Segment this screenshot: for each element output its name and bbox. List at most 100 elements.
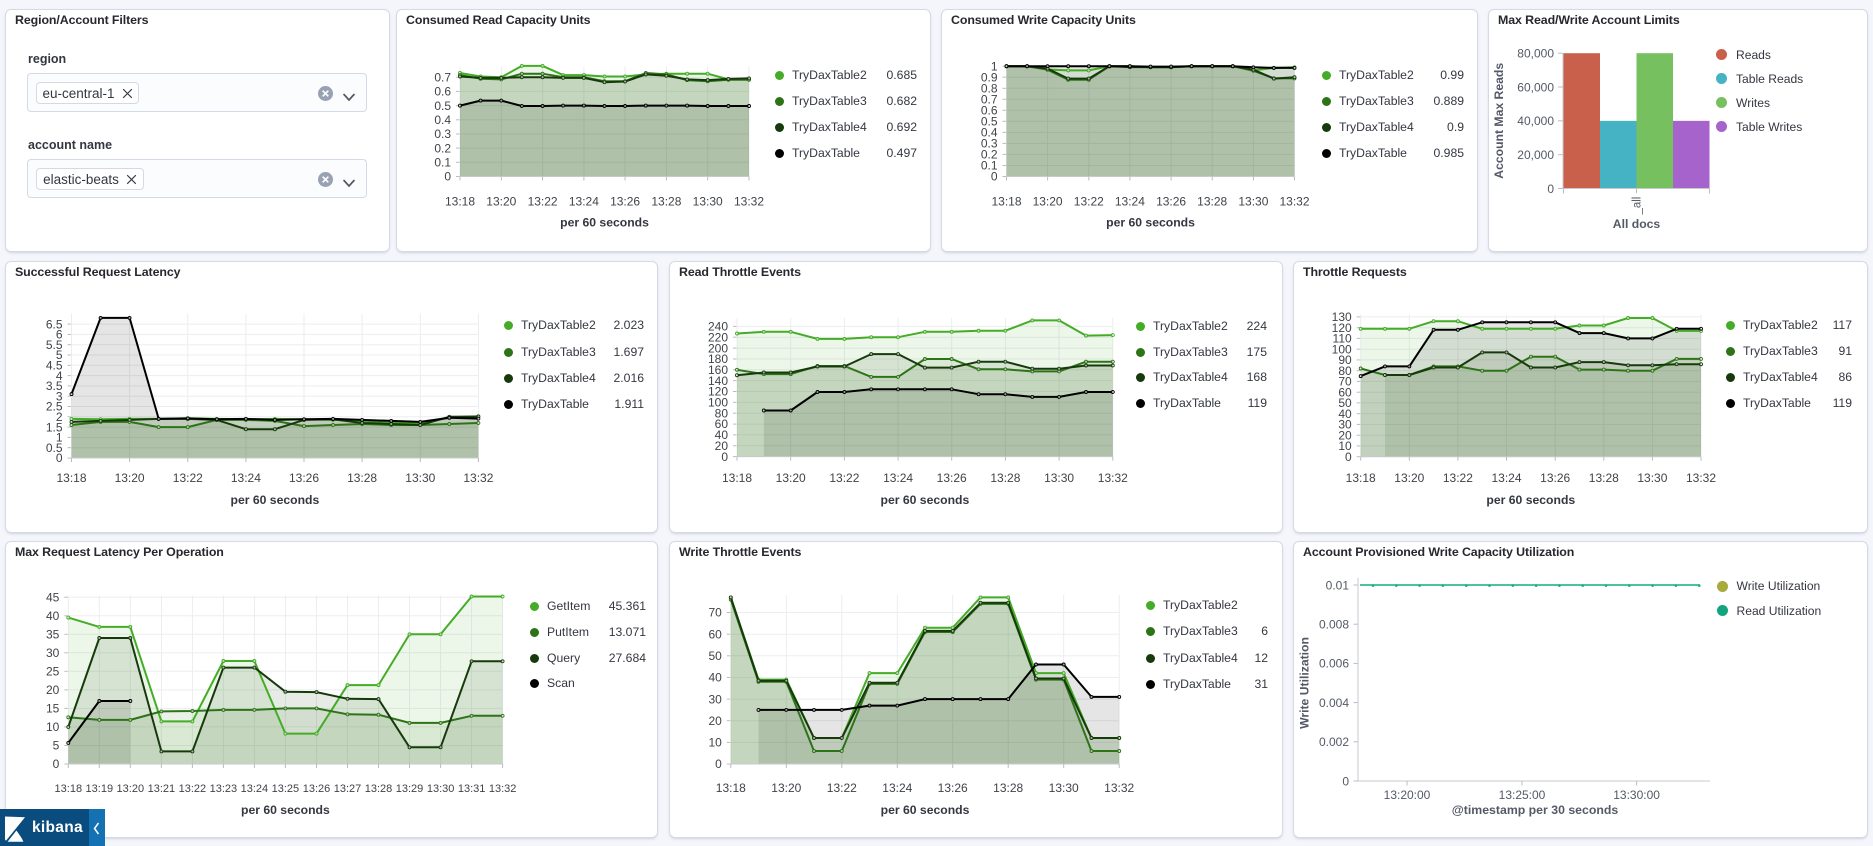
svg-text:40,000: 40,000 (1517, 114, 1554, 128)
svg-text:13:20: 13:20 (117, 783, 145, 795)
svg-text:13:26: 13:26 (937, 471, 967, 485)
svg-text:13:30: 13:30 (693, 195, 723, 209)
svg-text:0.01: 0.01 (1326, 578, 1350, 592)
svg-text:13:32: 13:32 (1279, 195, 1309, 209)
svg-text:0: 0 (991, 170, 998, 184)
svg-text:13:26: 13:26 (610, 195, 640, 209)
svg-text:13:28: 13:28 (651, 195, 681, 209)
svg-text:13:30: 13:30 (405, 471, 435, 485)
svg-text:13:32: 13:32 (1104, 781, 1134, 795)
svg-text:20: 20 (708, 714, 722, 728)
svg-text:per 60 seconds: per 60 seconds (881, 493, 970, 507)
svg-text:20: 20 (46, 683, 60, 697)
svg-text:13:18: 13:18 (722, 471, 752, 485)
svg-text:13:20: 13:20 (486, 195, 516, 209)
svg-text:10: 10 (1338, 439, 1352, 453)
svg-text:3.5: 3.5 (46, 379, 63, 393)
svg-text:80,000: 80,000 (1517, 47, 1554, 61)
svg-text:220: 220 (708, 331, 728, 345)
svg-text:120: 120 (708, 385, 728, 399)
svg-text:2.5: 2.5 (46, 400, 63, 414)
svg-text:30: 30 (708, 692, 722, 706)
svg-text:13:24: 13:24 (1115, 195, 1145, 209)
svg-text:0.5: 0.5 (46, 441, 63, 455)
svg-text:200: 200 (708, 341, 728, 355)
svg-text:13:30:00: 13:30:00 (1613, 788, 1660, 802)
svg-text:180: 180 (708, 352, 728, 366)
svg-text:50: 50 (1338, 396, 1352, 410)
svg-text:0.002: 0.002 (1319, 735, 1349, 749)
svg-text:40: 40 (1338, 407, 1352, 421)
svg-text:100: 100 (708, 396, 728, 410)
svg-text:100: 100 (1332, 342, 1352, 356)
svg-text:90: 90 (1338, 353, 1352, 367)
svg-text:10: 10 (708, 736, 722, 750)
svg-text:13:22: 13:22 (528, 195, 558, 209)
svg-text:13:25:00: 13:25:00 (1499, 788, 1546, 802)
svg-text:13:31: 13:31 (458, 783, 486, 795)
svg-text:0: 0 (715, 757, 722, 771)
svg-text:13:26: 13:26 (289, 471, 319, 485)
svg-text:Write Utilization: Write Utilization (1298, 637, 1312, 729)
svg-text:20: 20 (715, 439, 729, 453)
svg-text:per 60 seconds: per 60 seconds (231, 493, 320, 507)
svg-text:_all: _all (1632, 197, 1644, 216)
svg-text:0.9: 0.9 (981, 70, 998, 84)
svg-text:160: 160 (708, 363, 728, 377)
svg-text:30: 30 (1338, 418, 1352, 432)
svg-text:13:22: 13:22 (827, 781, 857, 795)
svg-text:13:20: 13:20 (1394, 471, 1424, 485)
svg-text:70: 70 (708, 606, 722, 620)
svg-text:@timestamp per 30 seconds: @timestamp per 30 seconds (1452, 803, 1619, 817)
svg-text:13:19: 13:19 (86, 783, 114, 795)
svg-text:13:26: 13:26 (1540, 471, 1570, 485)
svg-text:All docs: All docs (1613, 217, 1661, 231)
svg-text:0.004: 0.004 (1319, 696, 1349, 710)
svg-text:13:26: 13:26 (938, 781, 968, 795)
svg-text:13:18: 13:18 (55, 783, 83, 795)
svg-text:Account Max Reads: Account Max Reads (1492, 63, 1506, 179)
svg-text:30: 30 (46, 646, 60, 660)
svg-text:130: 130 (1332, 310, 1352, 324)
svg-text:0.3: 0.3 (981, 137, 998, 151)
svg-text:4.5: 4.5 (46, 359, 63, 373)
svg-text:13:26: 13:26 (1156, 195, 1186, 209)
svg-text:40: 40 (708, 671, 722, 685)
svg-text:1: 1 (991, 59, 998, 73)
svg-text:0.5: 0.5 (981, 115, 998, 129)
svg-text:0.1: 0.1 (434, 156, 451, 170)
svg-text:0.8: 0.8 (981, 82, 998, 96)
svg-text:35: 35 (46, 628, 60, 642)
svg-text:0.5: 0.5 (434, 99, 451, 113)
svg-text:10: 10 (46, 720, 60, 734)
svg-text:13:32: 13:32 (489, 783, 517, 795)
svg-text:80: 80 (715, 406, 729, 420)
svg-text:0.7: 0.7 (434, 70, 451, 84)
svg-text:6.5: 6.5 (46, 317, 63, 331)
svg-text:0: 0 (1547, 182, 1554, 196)
svg-text:0.2: 0.2 (434, 141, 451, 155)
svg-text:13:32: 13:32 (1098, 471, 1128, 485)
svg-text:13:18: 13:18 (1346, 471, 1376, 485)
svg-text:0.006: 0.006 (1319, 657, 1349, 671)
svg-text:6: 6 (56, 328, 63, 342)
svg-text:0: 0 (53, 757, 60, 771)
svg-text:0.6: 0.6 (434, 85, 451, 99)
svg-text:0.3: 0.3 (434, 127, 451, 141)
svg-text:per 60 seconds: per 60 seconds (881, 803, 970, 817)
svg-text:0: 0 (1342, 774, 1349, 788)
svg-text:13:23: 13:23 (210, 783, 238, 795)
svg-text:13:25: 13:25 (272, 783, 300, 795)
svg-text:13:28: 13:28 (1589, 471, 1619, 485)
svg-text:13:22: 13:22 (1074, 195, 1104, 209)
svg-text:13:30: 13:30 (1049, 781, 1079, 795)
svg-text:13:24: 13:24 (1491, 471, 1521, 485)
svg-text:per 60 seconds: per 60 seconds (560, 216, 649, 230)
svg-text:per 60 seconds: per 60 seconds (241, 803, 330, 817)
svg-text:13:18: 13:18 (56, 471, 86, 485)
svg-text:60,000: 60,000 (1517, 80, 1554, 94)
svg-text:13:30: 13:30 (1637, 471, 1667, 485)
svg-text:13:20: 13:20 (1033, 195, 1063, 209)
svg-text:13:28: 13:28 (993, 781, 1023, 795)
svg-text:0: 0 (1345, 450, 1352, 464)
